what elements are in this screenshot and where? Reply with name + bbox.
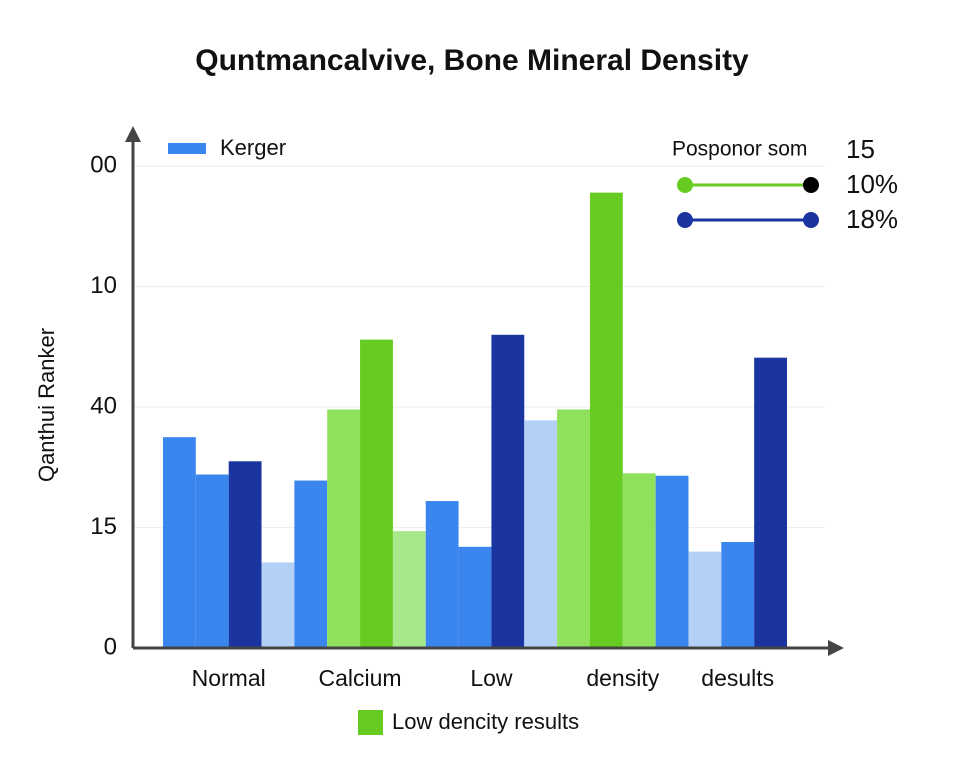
legend-dot: [803, 212, 819, 228]
x-tick-label: Calcium: [319, 665, 402, 691]
y-tick-label: 10: [90, 272, 117, 299]
bar: [327, 409, 361, 648]
x-tick-label: desults: [701, 665, 774, 691]
bar: [721, 541, 755, 648]
bar: [688, 551, 722, 648]
x-tick-label: density: [586, 665, 659, 691]
bar: [557, 409, 590, 648]
y-tick-label: 00: [90, 151, 117, 178]
y-axis-arrow: [125, 126, 141, 142]
legend-swatch: [358, 710, 383, 735]
bar: [392, 531, 426, 648]
legend-swatch: [168, 143, 206, 154]
bar: [195, 474, 229, 648]
x-tick-label: Low: [470, 665, 513, 691]
y-axis-label: Qanthui Ranker: [34, 328, 59, 482]
bar: [425, 501, 459, 648]
bar: [524, 420, 558, 648]
legend-label: Low dencity results: [392, 709, 579, 734]
bar: [754, 357, 787, 648]
legend-title-value: 15: [846, 134, 875, 164]
bar: [294, 480, 328, 648]
bar: [622, 473, 656, 648]
legend-title: Posponor som: [672, 138, 807, 161]
legend-label: 18%: [846, 204, 898, 234]
bar: [458, 546, 492, 648]
bar: [589, 192, 623, 649]
y-tick-label: 40: [90, 392, 117, 419]
bar: [261, 562, 295, 648]
bar: [491, 334, 525, 648]
legend-dot: [803, 177, 819, 193]
legend-dot: [677, 212, 693, 228]
y-tick-label: 0: [104, 633, 117, 660]
bar: [655, 475, 689, 648]
y-tick-label: 15: [90, 513, 117, 540]
chart-title: Quntmancalvive, Bone Mineral Density: [195, 44, 749, 77]
legend-dot: [677, 177, 693, 193]
bar: [163, 437, 196, 648]
legend-label: 10%: [846, 169, 898, 199]
x-axis-arrow: [828, 640, 844, 656]
bar: [360, 339, 393, 648]
x-tick-label: Normal: [192, 665, 266, 691]
legend-label: Kerger: [220, 135, 286, 160]
bar: [228, 461, 262, 648]
